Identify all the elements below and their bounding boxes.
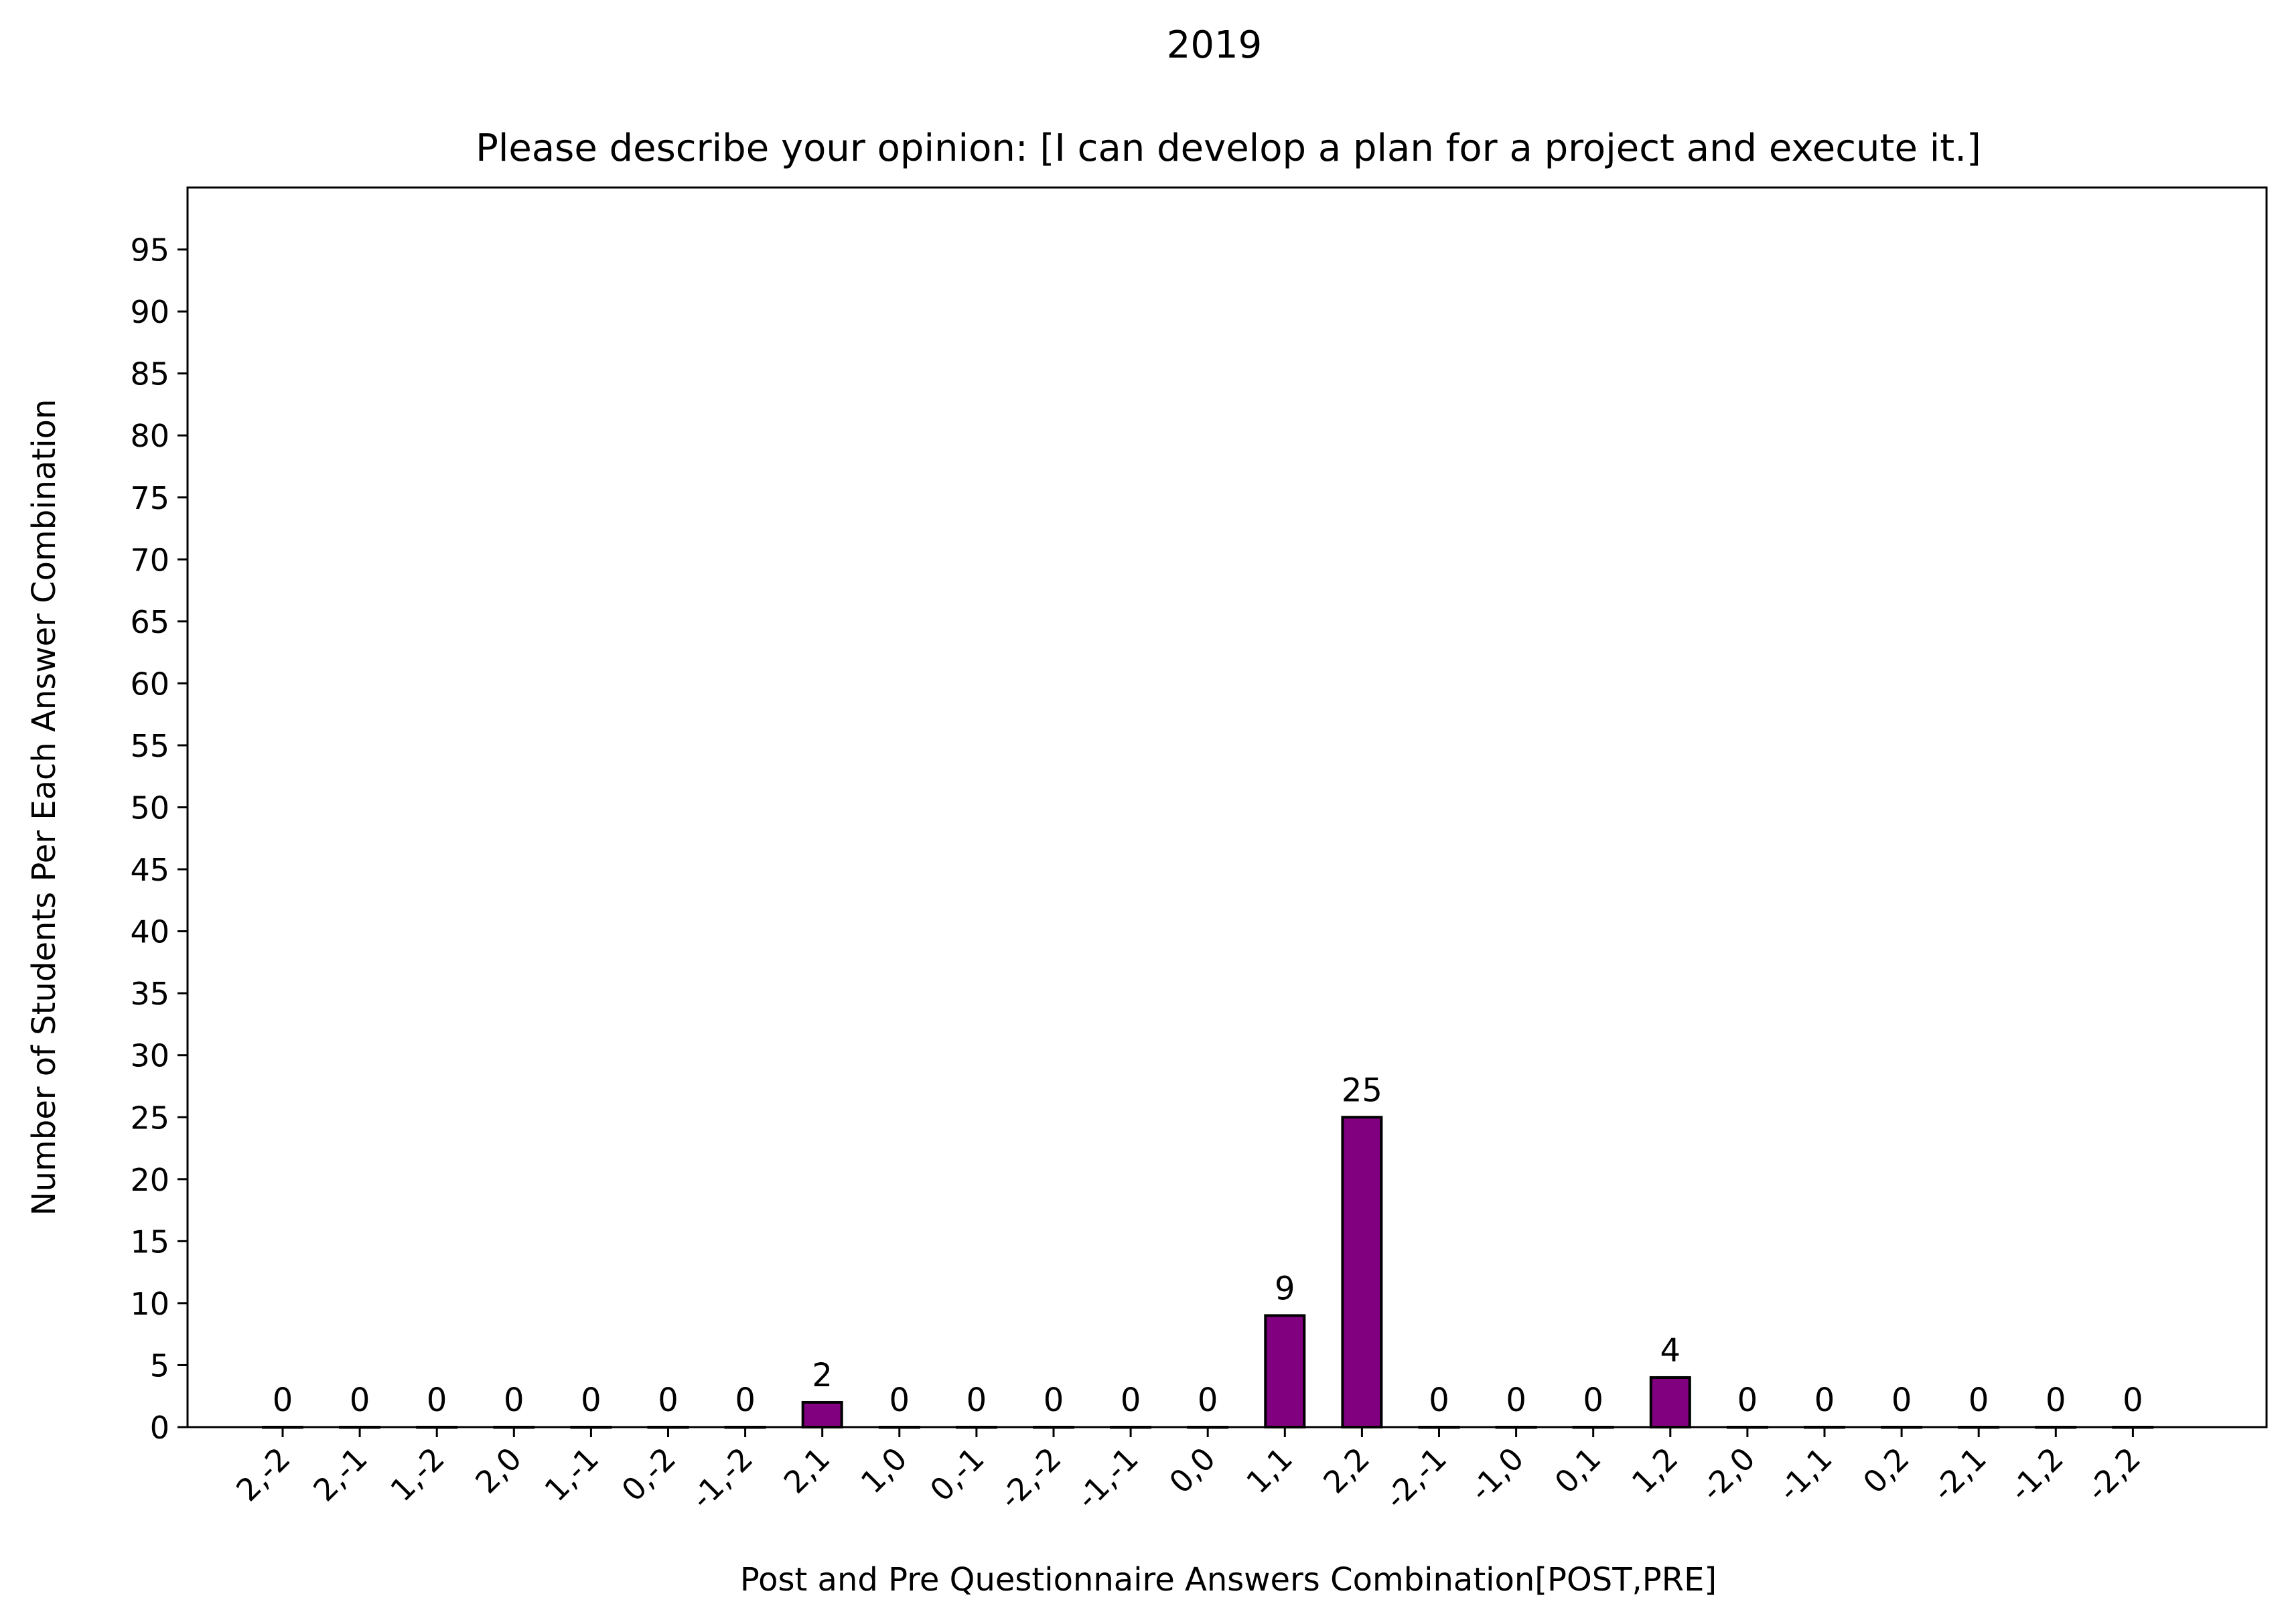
- value-label: 9: [1275, 1270, 1295, 1307]
- y-tick-label: 65: [130, 604, 169, 640]
- y-tick-label: 45: [130, 852, 169, 888]
- bar: [1341, 1116, 1383, 1428]
- value-label: 0: [735, 1382, 756, 1419]
- y-tick-label: 70: [130, 542, 169, 578]
- x-axis-label: Post and Pre Questionnaire Answers Combi…: [740, 1561, 1717, 1599]
- value-label: 0: [427, 1382, 447, 1419]
- y-tick-label: 40: [130, 914, 169, 950]
- y-tick-label: 25: [130, 1100, 169, 1136]
- y-tick-label: 55: [130, 728, 169, 764]
- y-tick-label: 80: [130, 418, 169, 454]
- value-label: 0: [2123, 1382, 2143, 1419]
- bar: [801, 1400, 843, 1428]
- value-label: 0: [1198, 1382, 1218, 1419]
- y-tick-label: 85: [130, 356, 169, 392]
- plot-area-frame: [186, 186, 2268, 1428]
- y-tick-label: 50: [130, 790, 169, 826]
- y-tick-label: 35: [130, 976, 169, 1012]
- value-label: 2: [812, 1357, 833, 1394]
- bar: [1649, 1376, 1691, 1428]
- value-label: 0: [504, 1382, 524, 1419]
- value-label: 0: [1429, 1382, 1449, 1419]
- value-label: 4: [1660, 1332, 1681, 1370]
- y-tick-label: 30: [130, 1038, 169, 1074]
- y-tick-label: 20: [130, 1162, 169, 1198]
- value-label: 0: [2046, 1382, 2066, 1419]
- value-label: 0: [350, 1382, 370, 1419]
- y-axis-label: Number of Students Per Each Answer Combi…: [25, 399, 63, 1216]
- value-label: 0: [889, 1382, 910, 1419]
- y-axis-ticks: 0 5 10 15 20 25 30 35 40 45 50 55 60 65 70 75 80 85 90 95: [130, 232, 188, 1446]
- value-label: 0: [1583, 1382, 1603, 1419]
- y-tick-label: 75: [130, 480, 169, 516]
- chart-title: Please describe your opinion: [I can dev…: [476, 127, 1981, 170]
- value-label: 0: [1737, 1382, 1758, 1419]
- y-tick-label: 90: [130, 294, 169, 330]
- y-tick-label: 60: [130, 666, 169, 702]
- value-labels: 0 0 0 0 0 0 0 2 0 0 0 0 0 9 25 0 0 0 4 0 0 0 0 0 0: [273, 1072, 2143, 1419]
- value-label: 0: [1121, 1382, 1141, 1419]
- value-label: 0: [967, 1382, 987, 1419]
- y-tick-label: 5: [150, 1347, 169, 1384]
- value-label: 0: [658, 1382, 678, 1419]
- chart-suptitle: 2019: [1167, 23, 1263, 67]
- value-label: 0: [1506, 1382, 1526, 1419]
- value-label: 0: [1044, 1382, 1064, 1419]
- value-label: 0: [273, 1382, 293, 1419]
- bar: [1264, 1314, 1306, 1429]
- value-label: 0: [1969, 1382, 1989, 1419]
- y-tick-label: 10: [130, 1286, 169, 1322]
- value-label: 0: [1891, 1382, 1912, 1419]
- value-label: 25: [1342, 1072, 1382, 1109]
- value-label: 0: [1814, 1382, 1835, 1419]
- value-label: 0: [581, 1382, 601, 1419]
- y-tick-label: 95: [130, 232, 169, 269]
- y-tick-label: 0: [150, 1410, 169, 1446]
- y-tick-label: 15: [130, 1224, 169, 1260]
